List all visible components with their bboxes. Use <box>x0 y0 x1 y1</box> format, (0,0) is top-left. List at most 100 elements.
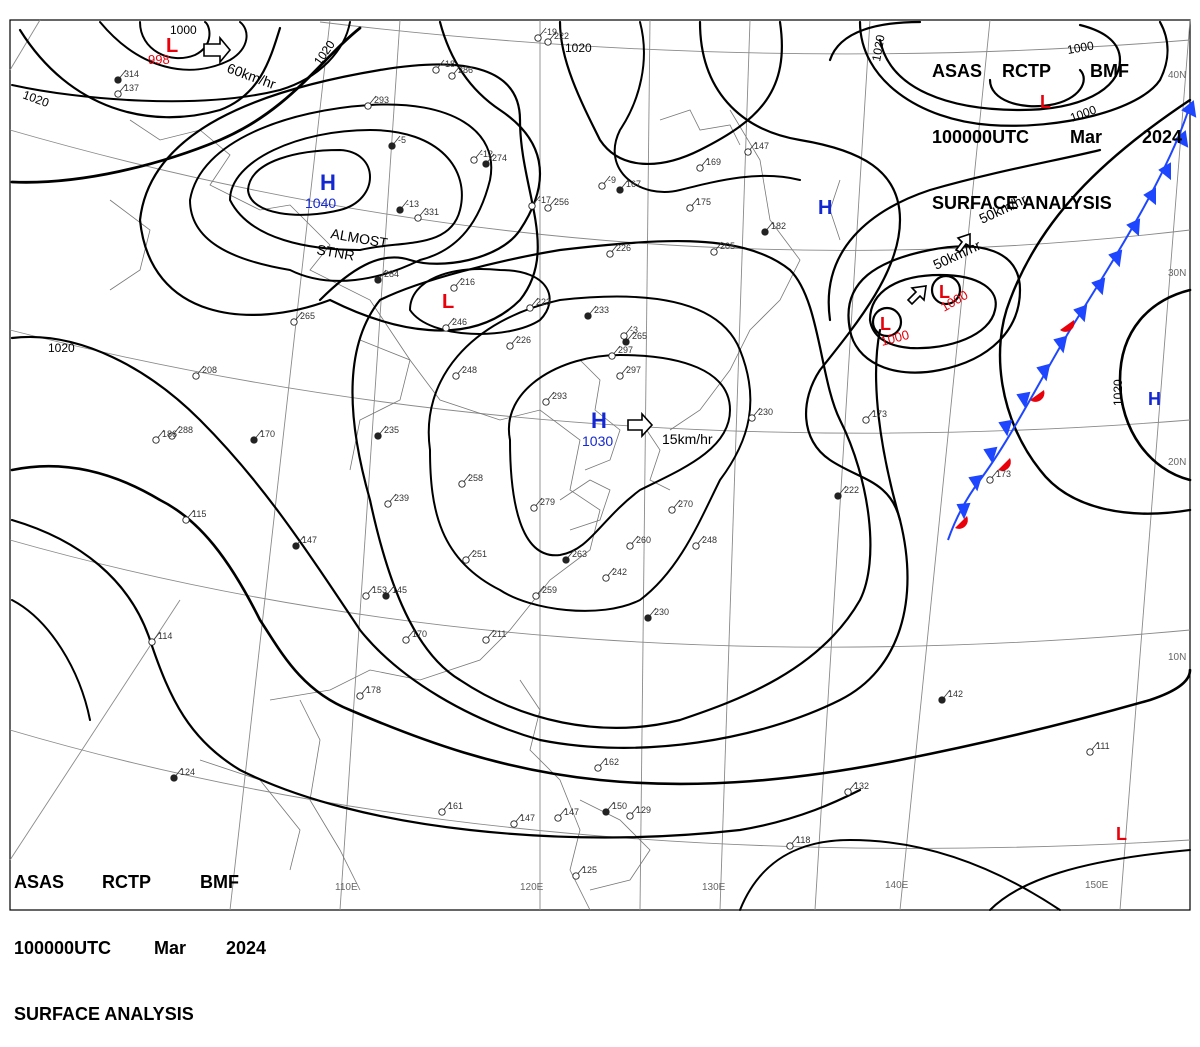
station-symbol <box>668 506 676 514</box>
station-value: -12 <box>480 149 493 159</box>
header-bottom: ASAS RCTP BMF 100000UTC Mar 2024 SURFACE ANA… <box>14 827 266 1047</box>
station-value: 222 <box>844 485 859 495</box>
station-label: RCTP <box>1002 61 1051 81</box>
station-value: 270 <box>678 499 693 509</box>
station-value: 293 <box>374 95 389 105</box>
station-value: 208 <box>202 365 217 375</box>
station-plot: 293 <box>364 95 389 110</box>
station-plot: -3 <box>620 325 638 340</box>
station-value: 169 <box>706 157 721 167</box>
station-symbol <box>584 312 592 320</box>
station-symbol <box>450 284 458 292</box>
station-plot: 178 <box>356 685 381 700</box>
latitude-label: 10N <box>1168 652 1186 663</box>
map-frame <box>9 19 1191 911</box>
title-label: SURFACE ANALYSIS <box>932 193 1112 213</box>
station-symbol <box>168 432 176 440</box>
station-value: 162 <box>604 757 619 767</box>
station-symbol <box>534 34 542 42</box>
station-plot: 129 <box>626 805 651 820</box>
station-symbol <box>362 592 370 600</box>
station-symbol <box>602 808 610 816</box>
station-value: 223 <box>536 297 551 307</box>
station-value: 230 <box>654 607 669 617</box>
station-symbol <box>192 372 200 380</box>
station-value: 132 <box>854 781 869 791</box>
station-symbol <box>114 76 122 84</box>
station-value: 314 <box>124 69 139 79</box>
title-label: SURFACE ANALYSIS <box>14 1004 194 1024</box>
latitude-label: 40N <box>1168 70 1186 81</box>
station-plot: 208 <box>192 365 217 380</box>
station-plot: 186 <box>152 429 177 444</box>
station-symbol <box>696 164 704 172</box>
time-label: 100000UTC <box>14 938 112 958</box>
station-value: 153 <box>372 585 387 595</box>
station-plot: 132 <box>844 781 869 796</box>
motion-label: 15km/hr <box>662 431 713 447</box>
station-symbol <box>528 202 536 210</box>
station-plot: 111 <box>1086 741 1110 756</box>
isobar-label: 1000 <box>170 23 197 37</box>
isobar-label: 1020 <box>869 33 887 62</box>
station-plot: 173 <box>862 409 887 424</box>
station-plot: 226 <box>506 335 531 350</box>
station-value: -17 <box>538 195 551 205</box>
station-value: 248 <box>462 365 477 375</box>
station-plot: 147 <box>554 807 579 822</box>
station-value: -18 <box>442 59 455 69</box>
graticule <box>9 19 1191 911</box>
station-symbol <box>786 842 794 850</box>
station-symbol <box>432 66 440 74</box>
station-symbol <box>710 248 718 256</box>
source-label: BMF <box>200 872 239 892</box>
isobar-label: 1020 <box>565 41 592 55</box>
station-value: -19 <box>544 27 557 37</box>
station-symbol <box>598 182 606 190</box>
high-center-value: 1030 <box>582 433 613 449</box>
station-plot: 248 <box>692 535 717 550</box>
station-plot: 145 <box>382 585 407 600</box>
latitude-label: 20N <box>1168 457 1186 468</box>
station-value: 182 <box>771 221 786 231</box>
station-value: 173 <box>872 409 887 419</box>
latitude-label: 30N <box>1168 268 1186 279</box>
station-symbol <box>626 812 634 820</box>
station-value: 173 <box>996 469 1011 479</box>
station-value: 226 <box>616 243 631 253</box>
station-symbol <box>692 542 700 550</box>
station-symbol <box>608 352 616 360</box>
station-value: -3 <box>630 325 638 335</box>
station-symbol <box>402 636 410 644</box>
station-label: RCTP <box>102 872 151 892</box>
weather-map: 1000 1020 1020 1020 1020 1020 1000 1000 … <box>9 19 1197 911</box>
station-plot: -19 <box>534 27 557 42</box>
station-symbol <box>152 436 160 444</box>
station-plot: 293 <box>542 391 567 406</box>
station-symbol <box>452 372 460 380</box>
station-value: 233 <box>594 305 609 315</box>
station-plot: 167 <box>616 179 641 194</box>
station-plot: 147 <box>292 535 317 550</box>
longitude-label: 110E <box>335 882 358 893</box>
station-symbol <box>414 214 422 222</box>
station-value: 258 <box>468 473 483 483</box>
station-value: 145 <box>392 585 407 595</box>
station-value: 147 <box>564 807 579 817</box>
low-center-value: 1000 <box>879 327 911 349</box>
longitude-label: 150E <box>1085 880 1109 891</box>
station-symbol <box>482 160 490 168</box>
station-value: -9 <box>608 175 616 185</box>
station-value: 211 <box>492 629 506 639</box>
station-plot: 216 <box>450 277 475 292</box>
station-plot: 173 <box>986 469 1011 484</box>
station-value: 186 <box>162 429 177 439</box>
station-plots: 314 137 293 286 274 331 256 222 167 175 169 147 182 2… <box>114 27 1110 880</box>
station-plot: 169 <box>696 157 721 172</box>
station-plot: -17 <box>528 195 551 210</box>
station-plot: 226 <box>606 243 631 258</box>
station-symbol <box>626 542 634 550</box>
station-value: 331 <box>424 207 439 217</box>
station-value: 137 <box>124 83 139 93</box>
station-value: 265 <box>300 311 315 321</box>
